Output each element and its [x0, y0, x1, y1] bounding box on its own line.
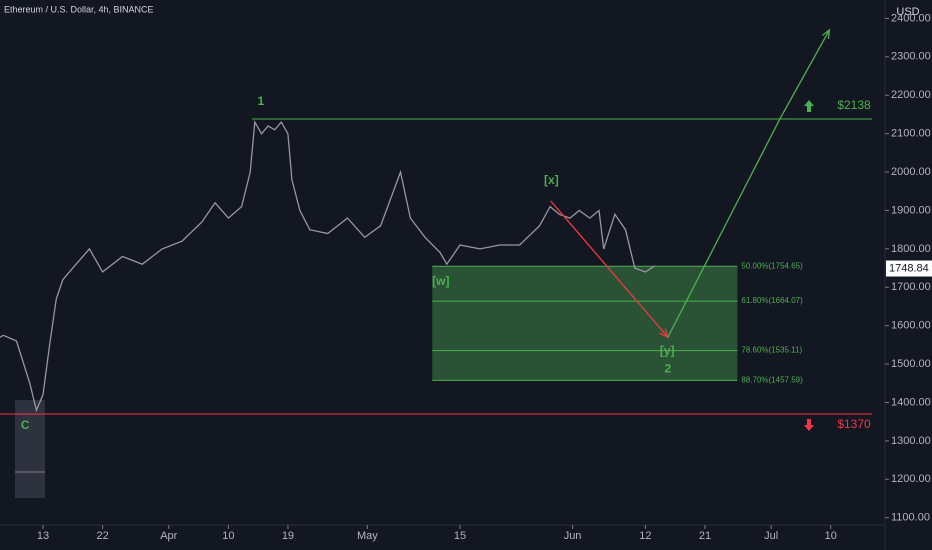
x-tick-label: May: [357, 530, 378, 542]
projection-arrowhead: [659, 328, 669, 339]
fib-label: 88.70%(1457.59): [741, 375, 803, 384]
x-tick-label: 19: [282, 530, 294, 542]
y-tick-label: 1300.00: [891, 435, 931, 447]
wave-label: C: [21, 418, 30, 432]
x-tick-label: Jul: [764, 530, 778, 542]
y-tick-label: 1100.00: [891, 512, 930, 524]
y-tick-label: 1400.00: [891, 396, 931, 408]
x-tick-label: 15: [454, 530, 466, 542]
projection: [667, 29, 830, 338]
x-tick-label: Jun: [564, 530, 582, 542]
x-tick-label: 12: [639, 530, 651, 542]
wave-label: [w]: [432, 274, 449, 288]
projection: [550, 200, 669, 338]
y-tick-label: 1800.00: [891, 243, 931, 255]
y-tick-label: 2000.00: [891, 166, 931, 178]
last-price-label: 1748.84: [889, 262, 929, 274]
x-tick-label: Apr: [160, 530, 177, 542]
highlight-box: [15, 400, 45, 498]
x-tick-label: 10: [825, 530, 837, 542]
fib-label: 78.60%(1535.11): [741, 346, 802, 355]
level-label: $2138: [837, 98, 871, 112]
last-price-box: [886, 260, 932, 277]
fib-label: 61.80%(1664.07): [741, 296, 803, 305]
price-line: [0, 120, 655, 413]
fib-zone: [432, 266, 738, 381]
y-tick-label: 1200.00: [891, 473, 931, 485]
fib-label: 50.00%(1754.65): [741, 261, 803, 270]
x-tick-label: 22: [96, 530, 108, 542]
x-tick-label: 10: [222, 530, 234, 542]
level-arrow: [804, 100, 814, 113]
x-tick-label: 21: [699, 530, 711, 542]
level-label: $1370: [837, 417, 871, 431]
wave-label: 1: [257, 94, 264, 108]
chart-title: Ethereum / U.S. Dollar, 4h, BINANCE: [4, 4, 154, 14]
wave-label: 2: [665, 362, 672, 376]
y-tick-label: 1900.00: [891, 204, 931, 216]
y-tick-label: 2100.00: [891, 128, 931, 140]
wave-label: [x]: [544, 173, 559, 187]
x-tick-label: 13: [37, 530, 49, 542]
wave-label: [y]: [660, 344, 675, 358]
y-tick-label: 1700.00: [891, 281, 931, 293]
y-tick-label: 2200.00: [891, 89, 931, 101]
y-tick-label: 1500.00: [891, 358, 931, 370]
y-tick-label: 1600.00: [891, 320, 931, 332]
y-tick-label: 2400.00: [891, 12, 931, 24]
projection-arrowhead: [821, 28, 831, 39]
currency: USD: [896, 6, 919, 18]
y-tick-label: 2300.00: [891, 51, 931, 63]
level-arrow: [804, 419, 814, 432]
